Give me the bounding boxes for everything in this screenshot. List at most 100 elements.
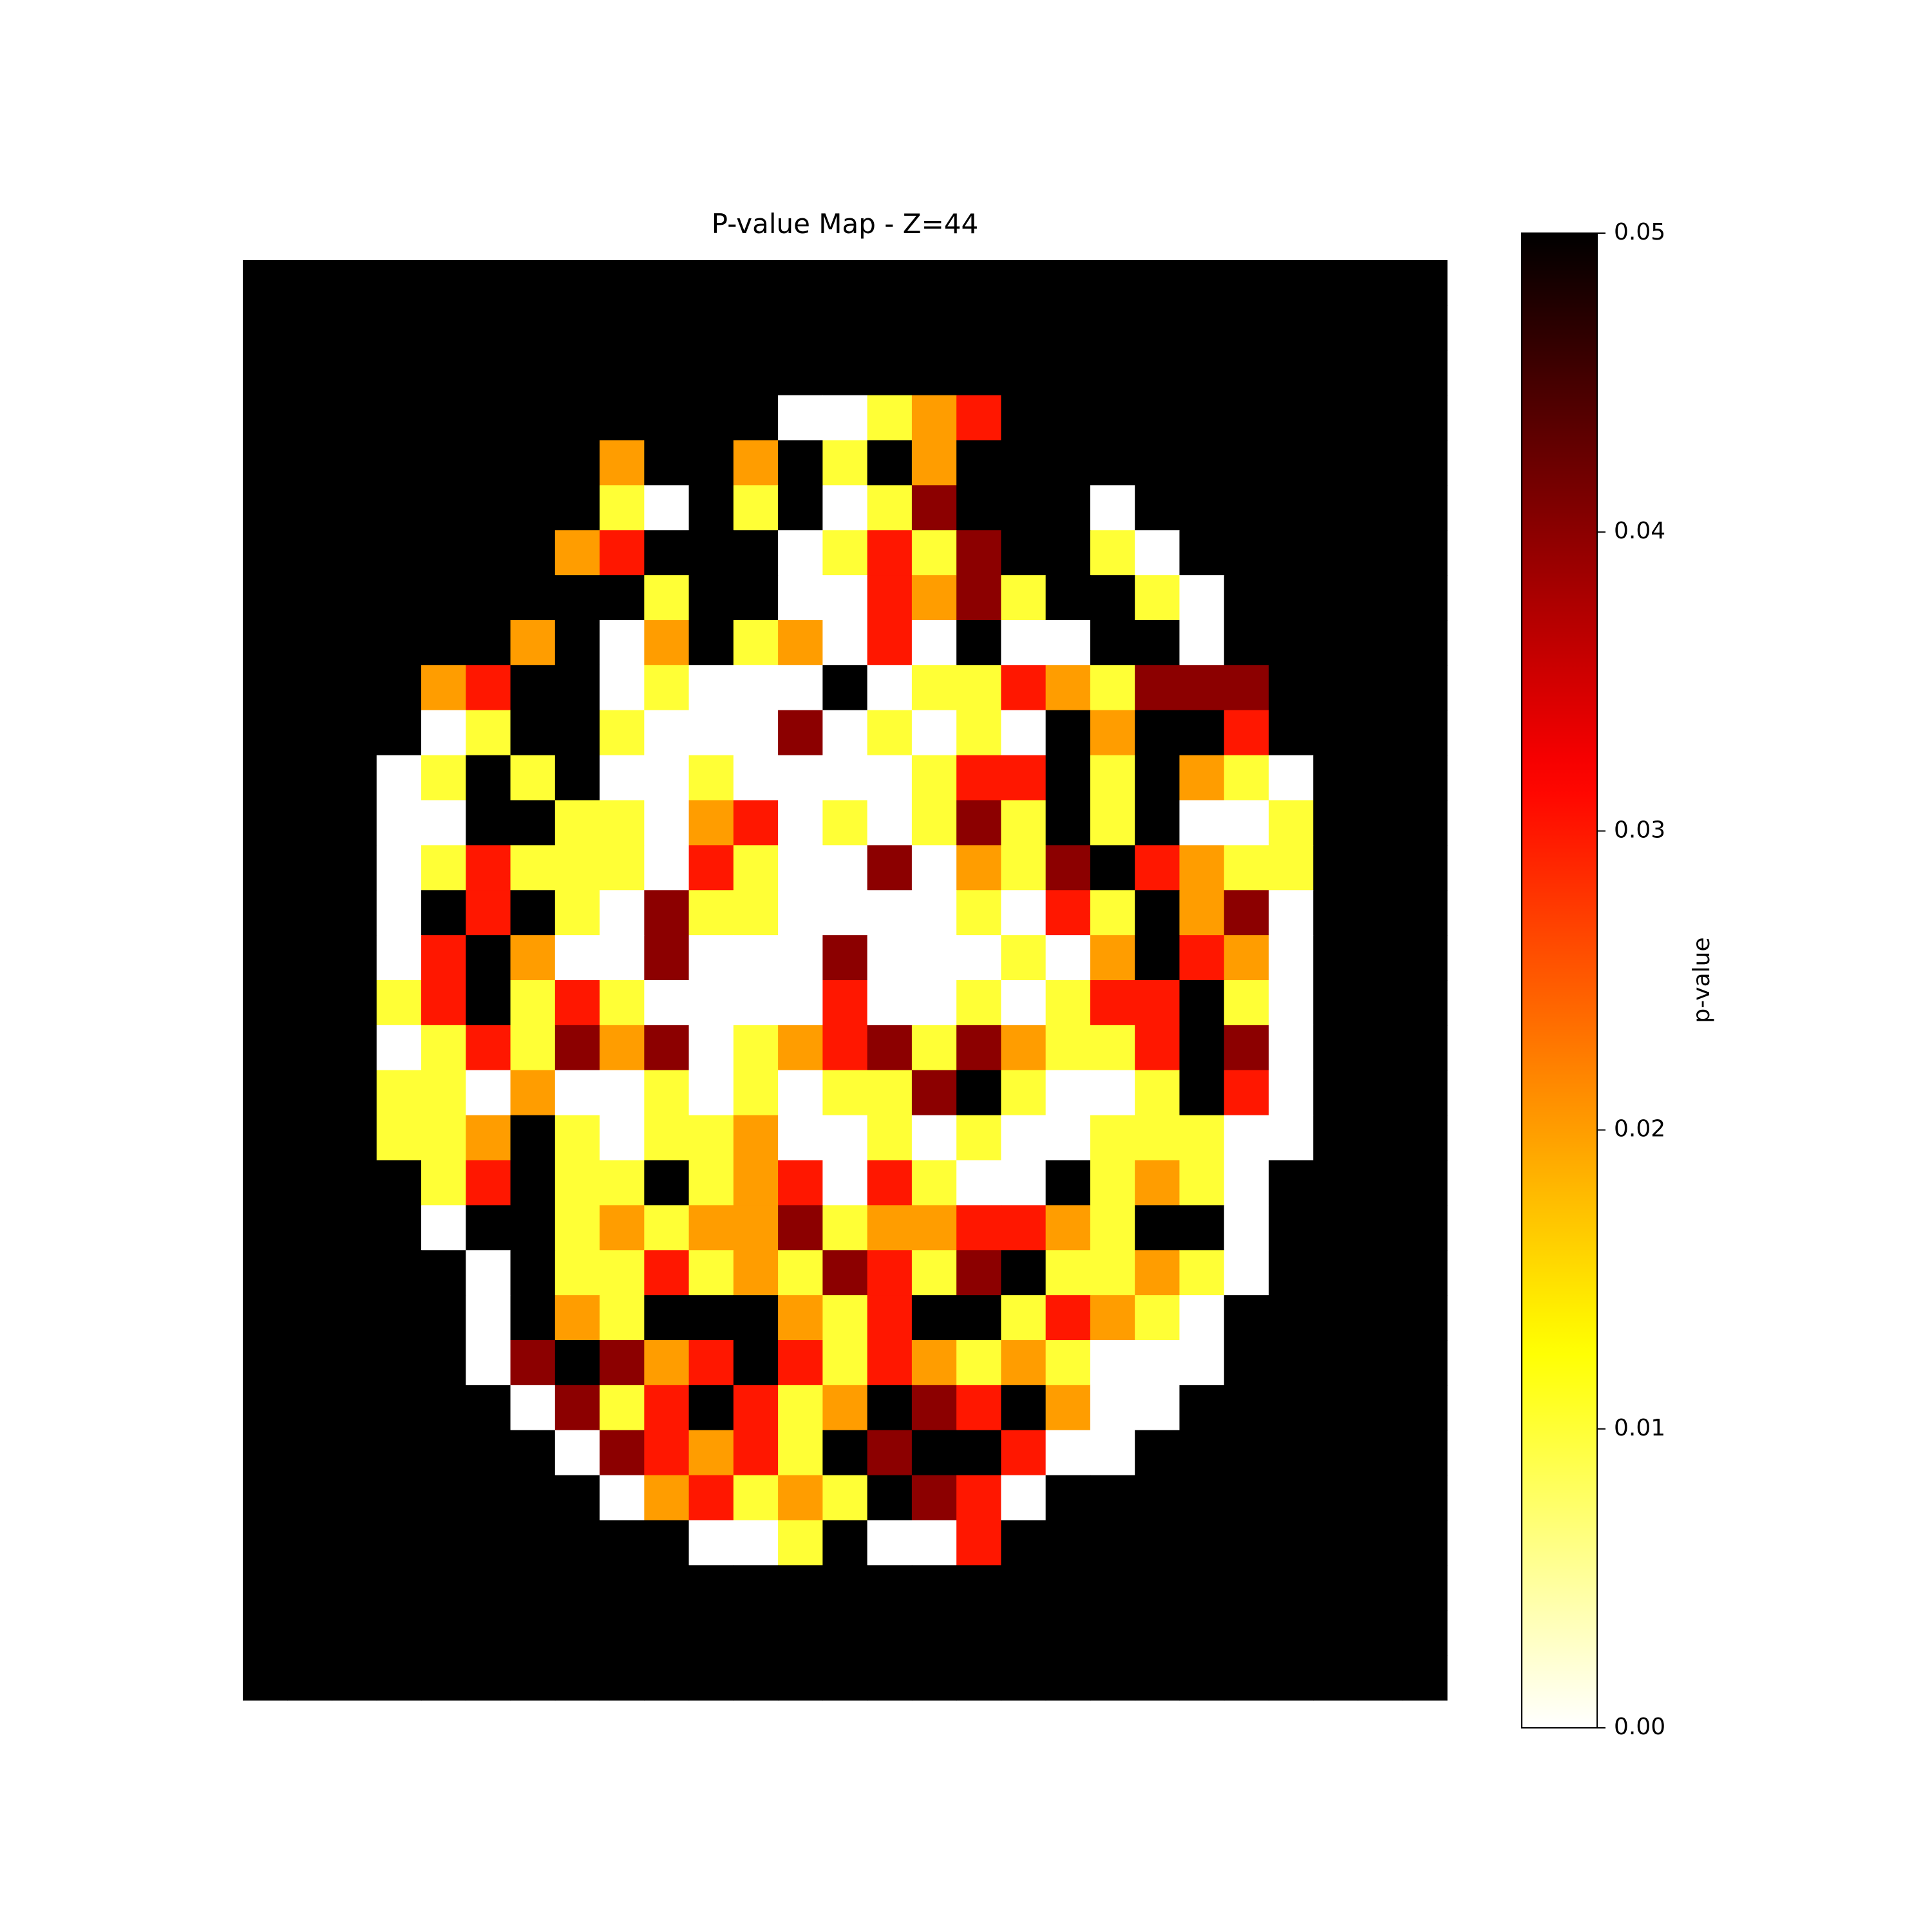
- heatmap-cell: [644, 1295, 690, 1341]
- heatmap-cell: [733, 1295, 779, 1341]
- heatmap-cell: [332, 440, 377, 486]
- heatmap-cell: [1135, 1385, 1180, 1431]
- heatmap-cell: [421, 440, 466, 486]
- heatmap-cell: [1402, 620, 1448, 666]
- heatmap-cell: [778, 980, 823, 1026]
- heatmap-cell: [1313, 665, 1359, 711]
- heatmap-cell: [332, 395, 377, 441]
- heatmap-cell: [644, 1520, 690, 1566]
- heatmap-cell: [1402, 755, 1448, 801]
- heatmap-cell: [1402, 980, 1448, 1026]
- heatmap-cell: [1045, 260, 1091, 306]
- heatmap-cell: [644, 260, 690, 306]
- heatmap-cell: [376, 1475, 422, 1521]
- heatmap-cell: [867, 530, 913, 576]
- heatmap-cell: [1090, 305, 1135, 351]
- heatmap-cell: [1268, 710, 1314, 756]
- heatmap-cell: [1001, 350, 1046, 396]
- heatmap-cell: [1090, 1655, 1135, 1701]
- heatmap-cell: [1135, 665, 1180, 711]
- heatmap-cell: [778, 1565, 823, 1611]
- heatmap-cell: [867, 800, 913, 846]
- heatmap-cell: [1179, 260, 1225, 306]
- heatmap-cell: [1090, 755, 1135, 801]
- heatmap-cell: [822, 1205, 868, 1251]
- heatmap-cell: [421, 890, 466, 936]
- heatmap-cell: [822, 1385, 868, 1431]
- heatmap-cell: [421, 1070, 466, 1116]
- heatmap-cell: [243, 530, 288, 576]
- heatmap-cell: [243, 755, 288, 801]
- heatmap-cell: [867, 1025, 913, 1071]
- heatmap-cell: [1179, 1295, 1225, 1341]
- heatmap-cell: [778, 575, 823, 621]
- heatmap-cell: [1179, 665, 1225, 711]
- heatmap-cell: [956, 800, 1002, 846]
- heatmap-cell: [1313, 305, 1359, 351]
- heatmap-cell: [466, 935, 511, 981]
- heatmap-cell: [956, 890, 1002, 936]
- heatmap-cell: [1402, 665, 1448, 711]
- heatmap-cell: [867, 395, 913, 441]
- heatmap-cell: [822, 845, 868, 891]
- heatmap-cell: [466, 1655, 511, 1701]
- heatmap-cell: [1358, 1205, 1403, 1251]
- heatmap-cell: [1045, 1340, 1091, 1386]
- heatmap-cell: [778, 1025, 823, 1071]
- heatmap-cell: [911, 1430, 957, 1476]
- heatmap-cell: [956, 305, 1002, 351]
- heatmap-cell: [1313, 350, 1359, 396]
- heatmap-cell: [822, 1295, 868, 1341]
- heatmap-cell: [466, 1430, 511, 1476]
- heatmap-cell: [332, 1385, 377, 1431]
- heatmap-cell: [332, 1430, 377, 1476]
- heatmap-cell: [956, 260, 1002, 306]
- heatmap-cell: [644, 980, 690, 1026]
- heatmap-cell: [1313, 485, 1359, 531]
- heatmap-cell: [466, 845, 511, 891]
- heatmap-cell: [1135, 1565, 1180, 1611]
- heatmap-cell: [421, 575, 466, 621]
- heatmap-cell: [600, 890, 645, 936]
- heatmap-cell: [376, 1655, 422, 1701]
- heatmap-cell: [1090, 485, 1135, 531]
- heatmap-cell: [867, 755, 913, 801]
- heatmap-cell: [510, 800, 556, 846]
- heatmap-cell: [1224, 530, 1269, 576]
- heatmap-cell: [332, 845, 377, 891]
- heatmap-cell: [287, 1205, 333, 1251]
- heatmap-cell: [733, 1025, 779, 1071]
- heatmap-cell: [911, 530, 957, 576]
- heatmap-cell: [332, 1025, 377, 1071]
- heatmap-cell: [1224, 980, 1269, 1026]
- heatmap-cell: [376, 1340, 422, 1386]
- heatmap-cell: [421, 980, 466, 1026]
- heatmap-cell: [1402, 1655, 1448, 1701]
- heatmap-cell: [1001, 665, 1046, 711]
- heatmap-cell: [466, 1385, 511, 1431]
- heatmap-cell: [332, 890, 377, 936]
- heatmap-cell: [554, 1385, 600, 1431]
- heatmap-cell: [554, 1520, 600, 1566]
- heatmap-cell: [1001, 395, 1046, 441]
- heatmap-cell: [1402, 350, 1448, 396]
- heatmap-cell: [1402, 1160, 1448, 1206]
- heatmap-cell: [1224, 1520, 1269, 1566]
- heatmap-cell: [1090, 800, 1135, 846]
- heatmap-cell: [1135, 755, 1180, 801]
- heatmap-cell: [287, 1295, 333, 1341]
- heatmap-cell: [1358, 1115, 1403, 1161]
- heatmap-cell: [911, 350, 957, 396]
- heatmap-cell: [1045, 800, 1091, 846]
- heatmap-cell: [600, 1475, 645, 1521]
- heatmap-cell: [554, 575, 600, 621]
- heatmap-cell: [554, 1475, 600, 1521]
- heatmap-cell: [778, 1250, 823, 1296]
- heatmap-cell: [956, 620, 1002, 666]
- heatmap-cell: [822, 1655, 868, 1701]
- heatmap-cell: [1402, 1340, 1448, 1386]
- heatmap-cell: [1358, 755, 1403, 801]
- heatmap-cell: [376, 1610, 422, 1656]
- heatmap-cell: [1179, 485, 1225, 531]
- heatmap-cell: [688, 350, 734, 396]
